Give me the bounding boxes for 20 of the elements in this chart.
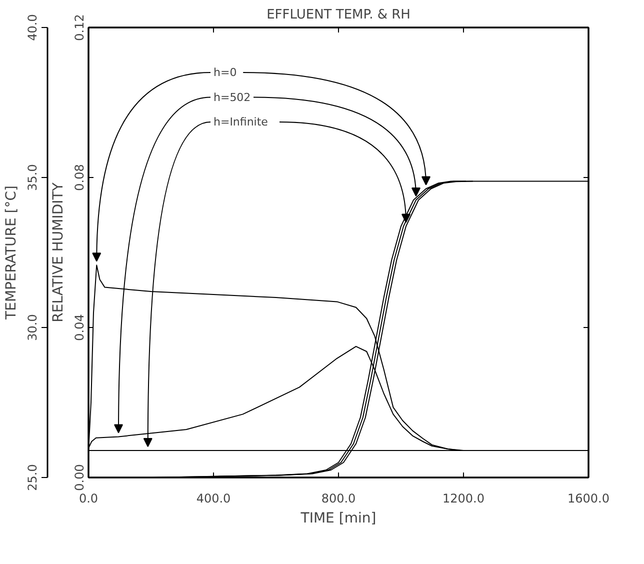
x-axis-title: TIME [min] (300, 510, 376, 526)
y2-tick-label: 30.0 (26, 314, 40, 341)
x-tick-label: 1200.0 (442, 492, 485, 506)
annotation: h=502 (214, 90, 251, 104)
y2-axis-title: TEMPERATURE [°C] (4, 186, 20, 320)
y-tick-label: 0.00 (72, 464, 86, 491)
annotation: h=0 (214, 66, 237, 79)
x-tick-label: 1600.0 (568, 492, 610, 506)
chart-title: EFFLUENT TEMP. & RH (266, 8, 410, 22)
y2-tick-label: 40.0 (26, 14, 40, 41)
y-tick-label: 0.12 (72, 14, 86, 41)
annotation: h=Infinite (214, 116, 268, 128)
y-tick-label: 0.08 (72, 164, 86, 191)
x-tick-label: 0.0 (78, 492, 98, 506)
x-tick-label: 400.0 (196, 492, 231, 506)
y-tick-label: 0.04 (72, 314, 86, 341)
y2-tick-label: 25.0 (26, 464, 40, 491)
y-axis-title: RELATIVE HUMIDITY (50, 182, 66, 322)
x-tick-label: 800.0 (321, 492, 356, 506)
y2-tick-label: 35.0 (26, 164, 40, 191)
